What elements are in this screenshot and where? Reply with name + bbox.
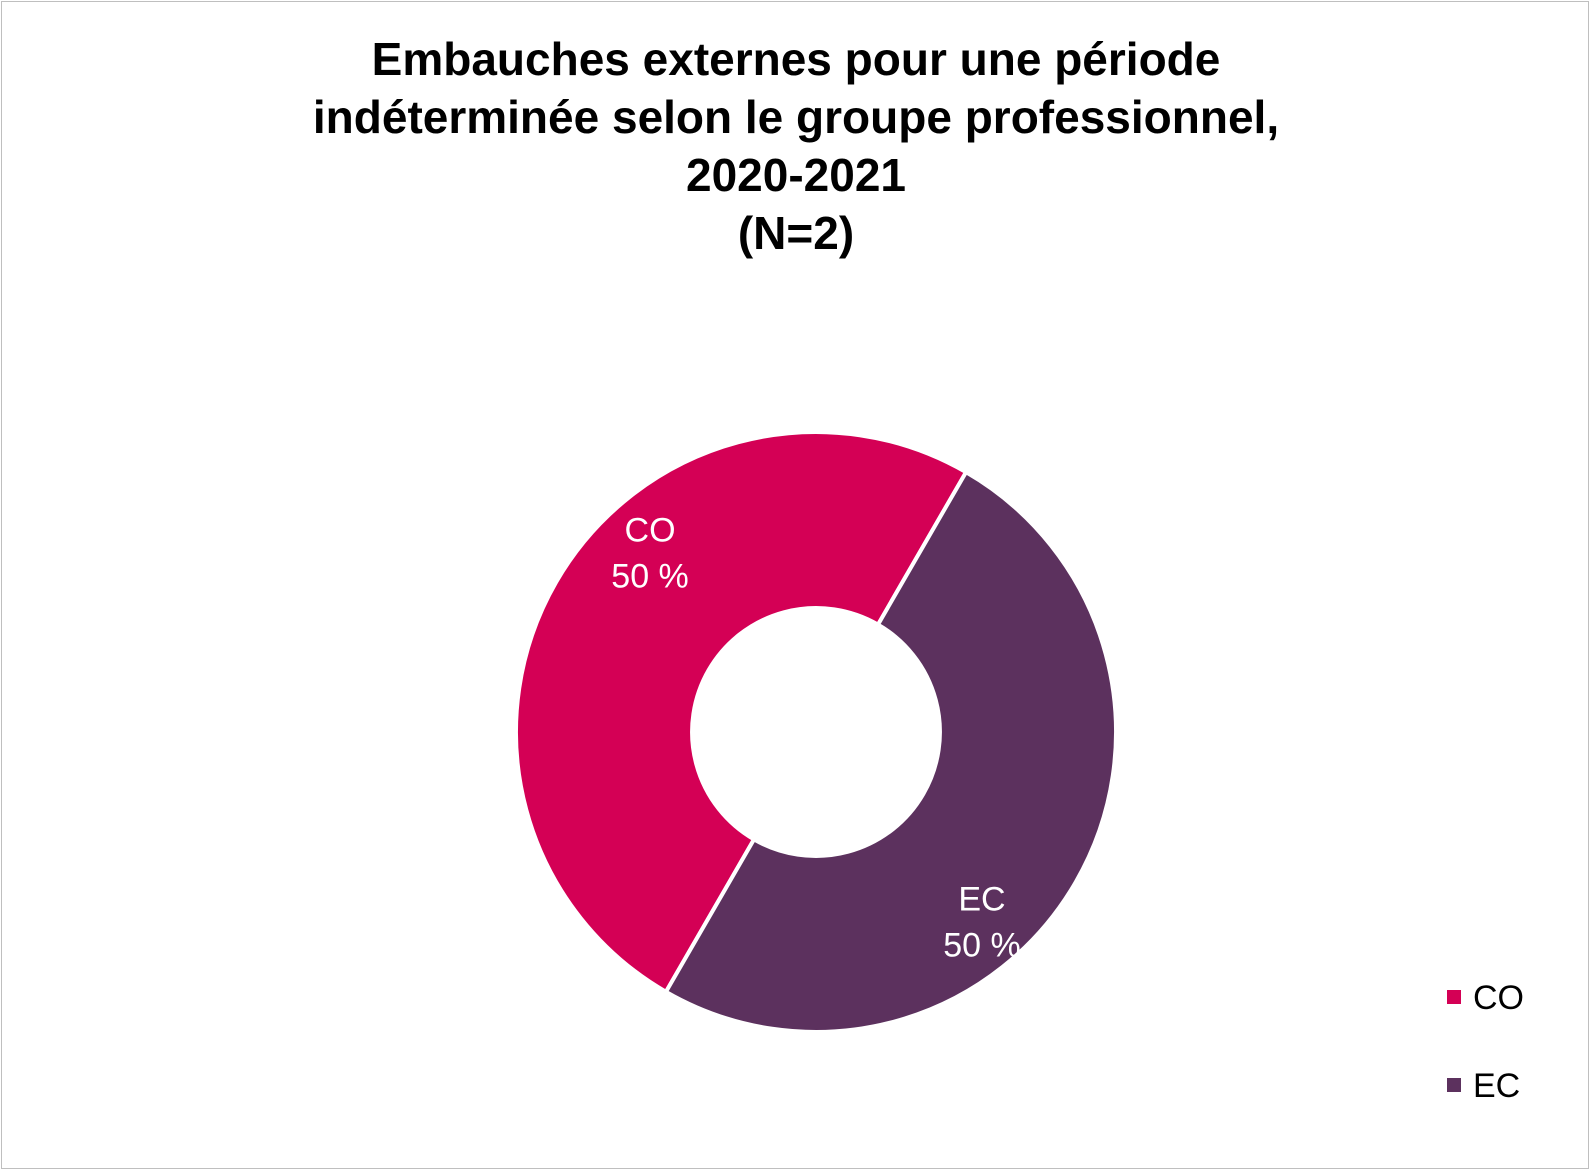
chart-title-line-2: indéterminée selon le groupe professionn… xyxy=(312,91,1280,143)
chart-title-line-3: 2020-2021 xyxy=(686,149,906,201)
donut-label-co-value: 50 % xyxy=(611,558,689,596)
donut-labels: CO 50 % EC 50 % xyxy=(611,512,1020,965)
donut-slices xyxy=(514,430,1118,1034)
chart-title: Embauches externes pour une période indé… xyxy=(0,30,1592,262)
chart-title-line-4: (N=2) xyxy=(737,207,855,259)
donut-slice-co xyxy=(514,430,969,995)
legend-swatch-co xyxy=(1447,990,1461,1004)
donut-label-co-name: CO xyxy=(625,512,676,550)
chart-title-line-1: Embauches externes pour une période xyxy=(371,33,1221,85)
donut-label-ec-value: 50 % xyxy=(943,926,1021,964)
legend-label-co: CO xyxy=(1473,979,1524,1017)
legend-label-ec: EC xyxy=(1473,1067,1521,1105)
donut-slice-ec xyxy=(663,469,1118,1034)
legend-swatch-ec xyxy=(1447,1078,1461,1092)
donut-label-ec-name: EC xyxy=(958,880,1005,918)
